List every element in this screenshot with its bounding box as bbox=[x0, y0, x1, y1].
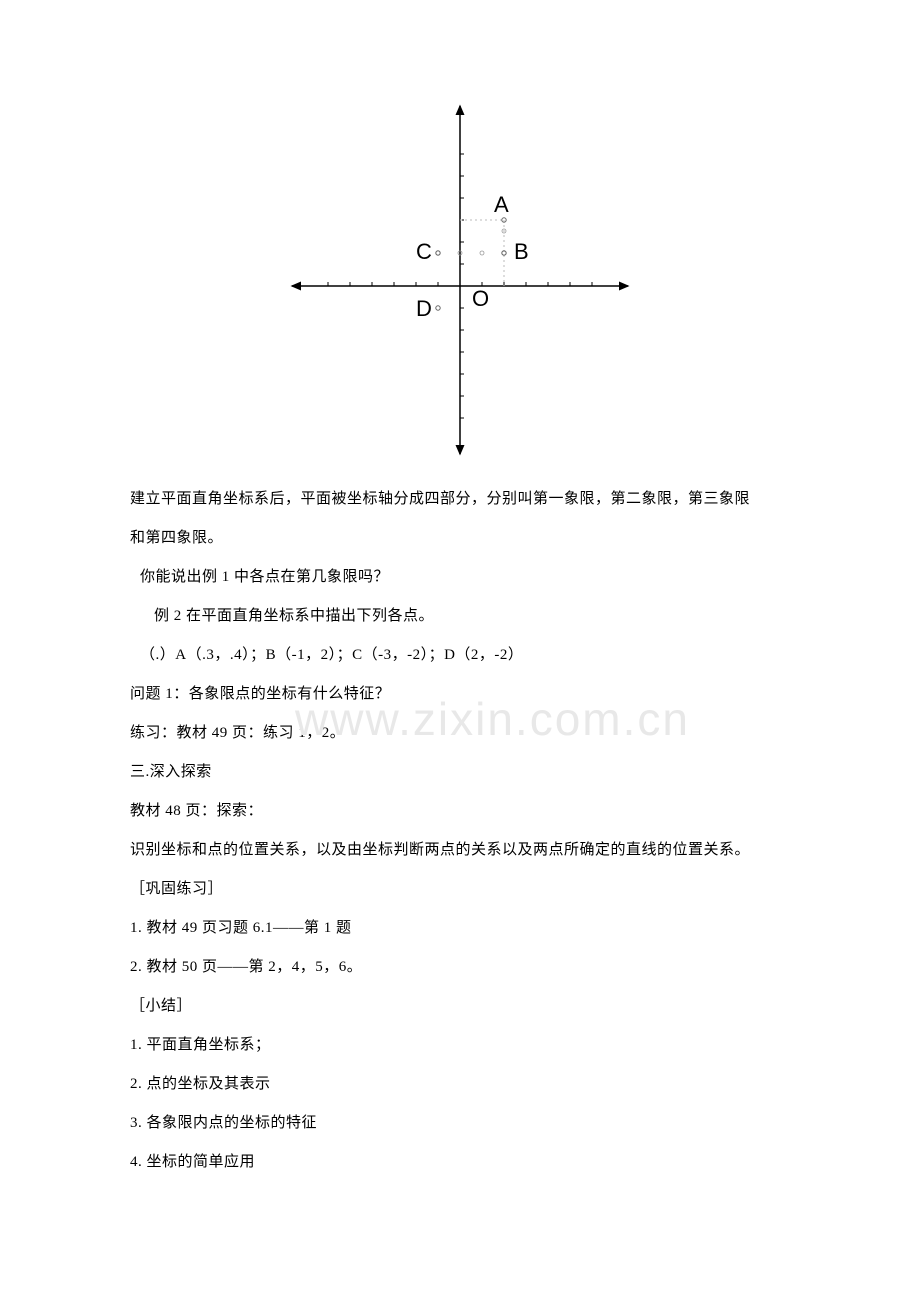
point-label-A: A bbox=[494, 192, 509, 217]
body-line: 识别坐标和点的位置关系，以及由坐标判断两点的关系以及两点所确定的直线的位置关系。 bbox=[130, 831, 790, 870]
point-label-B: B bbox=[514, 239, 529, 264]
body-line: ［小结］ bbox=[130, 987, 790, 1026]
point-label-C: C bbox=[416, 239, 432, 264]
body-line: 练习：教材 49 页：练习 1，2。 bbox=[130, 714, 790, 753]
body-line: 教材 48 页：探索： bbox=[130, 792, 790, 831]
body-line: ［巩固练习］ bbox=[130, 870, 790, 909]
body-line: 1. 平面直角坐标系； bbox=[130, 1026, 790, 1065]
origin-label: O bbox=[472, 286, 489, 311]
body-line: 2. 点的坐标及其表示 bbox=[130, 1065, 790, 1104]
body-line: 问题 1：各象限点的坐标有什么特征？ bbox=[130, 675, 790, 714]
point-label-D: D bbox=[416, 296, 432, 321]
body-line: 和第四象限。 bbox=[130, 519, 790, 558]
body-line: 建立平面直角坐标系后，平面被坐标轴分成四部分，分别叫第一象限，第二象限，第三象限 bbox=[130, 480, 790, 519]
body-line: 2. 教材 50 页——第 2，4，5，6。 bbox=[130, 948, 790, 987]
body-line: 你能说出例 1 中各点在第几象限吗？ bbox=[130, 558, 790, 597]
coordinate-svg: AB C D O bbox=[280, 100, 640, 460]
body-line: 3. 各象限内点的坐标的特征 bbox=[130, 1104, 790, 1143]
body-line: 1. 教材 49 页习题 6.1——第 1 题 bbox=[130, 909, 790, 948]
coordinate-diagram: AB C D O bbox=[280, 100, 640, 460]
body-line: 4. 坐标的简单应用 bbox=[130, 1143, 790, 1182]
body-line: （.）A（.3，.4）；B（-1，2）；C（-3，-2）；D（2，-2） bbox=[130, 636, 790, 675]
body-line: 例 2 在平面直角坐标系中描出下列各点。 bbox=[130, 597, 790, 636]
document-body: 建立平面直角坐标系后，平面被坐标轴分成四部分，分别叫第一象限，第二象限，第三象限… bbox=[130, 480, 790, 1182]
body-line: 三.深入探索 bbox=[130, 753, 790, 792]
